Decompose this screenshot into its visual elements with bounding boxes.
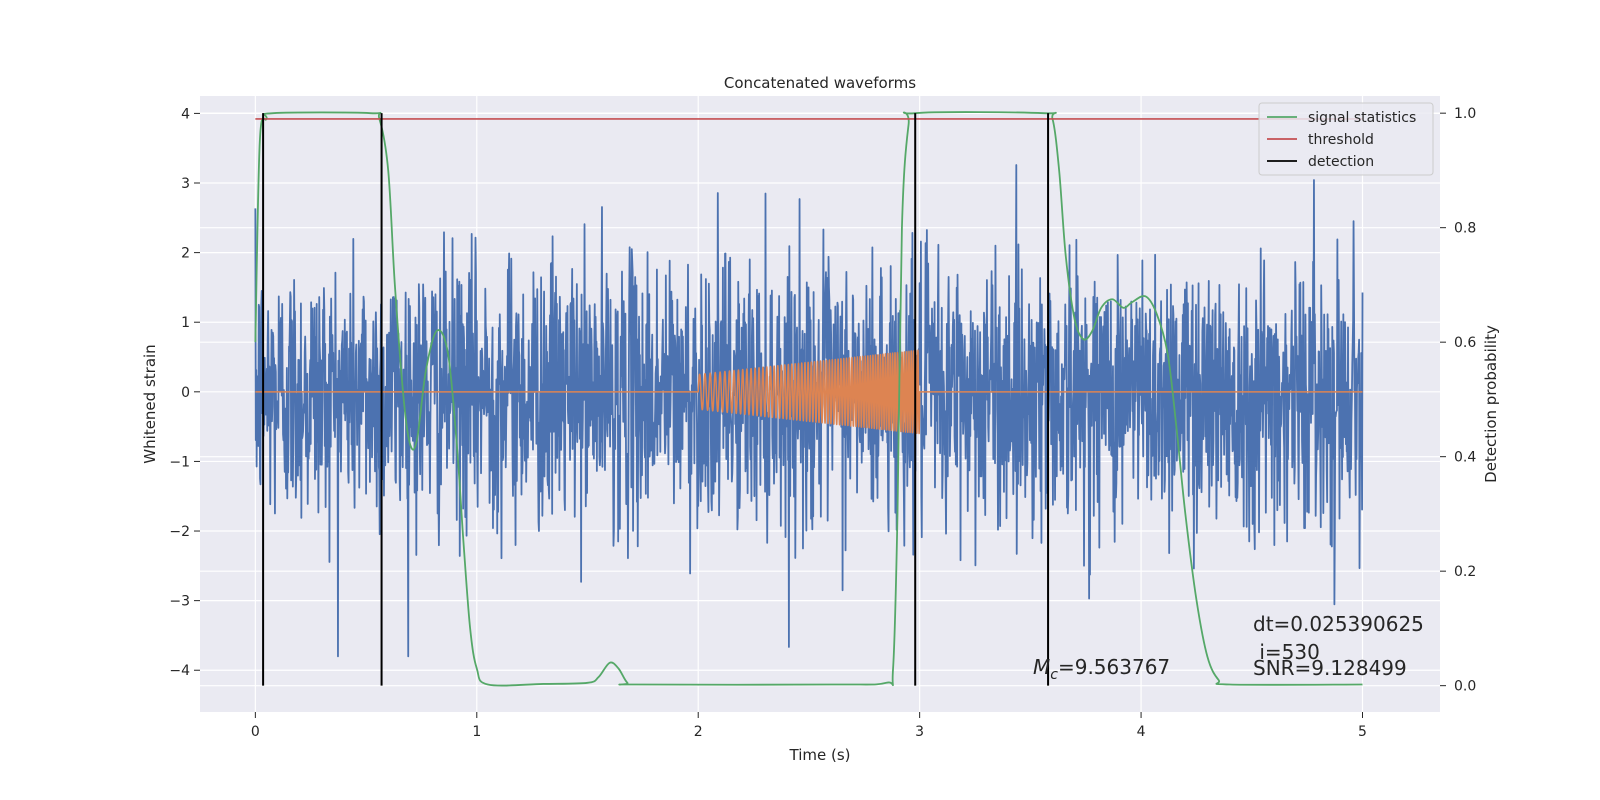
- annotation-dt: dt=0.025390625: [1253, 612, 1424, 636]
- y2-tick-label: 1.0: [1454, 106, 1476, 122]
- y-tick-label: 1: [181, 315, 190, 331]
- y2-axis-label: Detection probability: [1482, 325, 1500, 483]
- y2-tick-label: 0.0: [1454, 679, 1476, 695]
- annotation-snr: SNR=9.128499: [1253, 656, 1407, 680]
- annotation-chirp-mass: Mc=9.563767: [1033, 655, 1170, 683]
- x-tick-label: 2: [694, 724, 703, 740]
- x-tick-label: 5: [1358, 724, 1367, 740]
- series-noise-line: [254, 164, 1364, 658]
- x-axis-label: Time (s): [789, 746, 851, 764]
- y-axis-label: Whitened strain: [141, 344, 159, 463]
- x-axis-ticks: 0 1 2 3 4 5: [251, 712, 1367, 740]
- annotation-chirp-mass-subscript: c: [1050, 667, 1058, 683]
- legend: signal statistics threshold detection: [1258, 102, 1434, 176]
- legend-label-detection: detection: [1308, 154, 1374, 170]
- y-tick-label: 4: [181, 106, 190, 122]
- legend-label-signal-statistics: signal statistics: [1308, 110, 1416, 126]
- y2-axis-ticks: 0.0 0.2 0.4 0.6 0.8 1.0: [1440, 106, 1476, 695]
- y-tick-label: 3: [181, 176, 190, 192]
- y2-tick-label: 0.2: [1454, 564, 1476, 580]
- x-tick-label: 1: [472, 724, 481, 740]
- y2-tick-label: 0.6: [1454, 335, 1476, 351]
- y2-tick-label: 0.4: [1454, 450, 1476, 466]
- y-tick-label: −2: [169, 524, 190, 540]
- y-tick-label: −3: [169, 594, 190, 610]
- y-tick-label: −4: [169, 663, 190, 679]
- y-tick-label: 2: [181, 246, 190, 262]
- y2-tick-label: 0.8: [1454, 221, 1476, 237]
- chart-title: Concatenated waveforms: [724, 74, 916, 92]
- series-template-line: [255, 349, 1363, 435]
- y-axis-ticks: −4 −3 −2 −1 0 1 2 3 4: [169, 106, 200, 679]
- y-tick-label: 0: [181, 385, 190, 401]
- legend-box: [1258, 102, 1434, 176]
- plot-area: [254, 111, 1364, 687]
- legend-label-threshold: threshold: [1308, 132, 1374, 148]
- x-tick-label: 4: [1137, 724, 1146, 740]
- annotation-index: i=530: [1253, 640, 1320, 664]
- detection-lines: [262, 113, 1050, 686]
- x-tick-label: 3: [915, 724, 924, 740]
- x-tick-label: 0: [251, 724, 260, 740]
- annotation-chirp-mass-value: =9.563767: [1058, 655, 1170, 679]
- y-tick-label: −1: [169, 454, 190, 470]
- series-signal-statistics-line: [254, 111, 1363, 687]
- annotation-chirp-mass-symbol: M: [1033, 655, 1050, 679]
